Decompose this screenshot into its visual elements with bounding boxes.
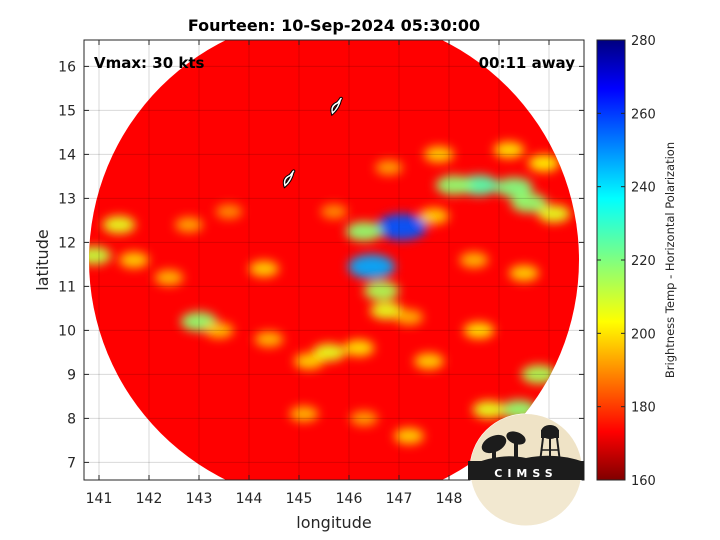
- convection-cell: [350, 410, 378, 426]
- convection-cell: [459, 252, 489, 268]
- x-tick-label: 143: [186, 491, 213, 507]
- convection-cell: [363, 281, 400, 301]
- convection-cell: [414, 353, 444, 370]
- convection-cell: [394, 427, 424, 445]
- convection-cell: [370, 301, 403, 320]
- convection-cell: [375, 160, 403, 176]
- convection-cell: [347, 254, 396, 279]
- convection-cell: [215, 204, 243, 219]
- colorbar-tick-label: 280: [631, 34, 656, 49]
- cimss-logo-text: CIMSS: [494, 467, 557, 480]
- convection-cell: [204, 322, 234, 339]
- colorbar-tick-label: 180: [631, 401, 656, 416]
- convection-cell: [435, 175, 473, 195]
- colorbar-tick-label: 240: [631, 181, 656, 196]
- convection-cell: [294, 353, 324, 370]
- x-tick-label: 144: [236, 491, 263, 507]
- convection-cell: [528, 154, 560, 172]
- convection-cell: [510, 193, 548, 213]
- convection-cell: [463, 322, 495, 339]
- convection-cell: [343, 339, 375, 357]
- colorbar-tick-label: 260: [631, 107, 656, 122]
- convection-cell: [424, 146, 454, 163]
- convection-cell: [175, 217, 203, 233]
- y-tick-label: 11: [58, 279, 76, 295]
- x-axis-label: longitude: [296, 513, 371, 532]
- y-tick-label: 10: [58, 323, 76, 339]
- colorbar-gradient: [597, 40, 625, 480]
- x-tick-label: 141: [86, 491, 113, 507]
- time-away-annotation: 00:11 away: [479, 54, 576, 72]
- convection-cell: [419, 207, 449, 225]
- x-tick-label: 145: [286, 491, 313, 507]
- convection-cell: [119, 251, 149, 269]
- convection-cell: [320, 204, 348, 219]
- convection-cell: [509, 265, 539, 282]
- colorbar-ticks: 160 180 200 220 240 260 280: [597, 34, 656, 489]
- convection-cell: [102, 216, 136, 234]
- convection-cell: [472, 400, 506, 419]
- swath-image: [89, 40, 579, 480]
- chart-title: Fourteen: 10-Sep-2024 05:30:00: [188, 16, 480, 35]
- convection-cell: [89, 246, 112, 265]
- x-tick-label: 146: [336, 491, 363, 507]
- vmax-annotation: Vmax: 30 kts: [94, 54, 204, 72]
- convection-cell: [154, 269, 184, 286]
- convection-cell: [495, 177, 533, 198]
- grid: [84, 40, 584, 480]
- cimss-logo: CIMSS: [468, 413, 584, 527]
- convection-cell: [376, 213, 427, 241]
- x-tick-label: 148: [436, 491, 463, 507]
- x-tick-label: 142: [136, 491, 163, 507]
- x-tick-label: 147: [386, 491, 413, 507]
- y-tick-label: 13: [58, 191, 76, 207]
- y-tick-label: 16: [58, 59, 76, 75]
- convection-cell: [249, 260, 279, 277]
- colorbar-tick-label: 160: [631, 474, 656, 489]
- convection-cell: [493, 141, 525, 159]
- convection-cell: [537, 205, 571, 223]
- island-outline: [330, 96, 343, 117]
- convection-cell: [394, 309, 424, 325]
- y-tick-label: 15: [58, 103, 76, 119]
- y-tick-label: 14: [58, 147, 76, 163]
- y-tick-label: 7: [67, 455, 76, 471]
- y-axis-ticks: 7 8 9 10 11 12 13 14 15 16: [58, 59, 584, 471]
- island-outlines: [282, 96, 343, 189]
- y-tick-label: 8: [67, 411, 76, 427]
- island-outline: [282, 169, 296, 189]
- colorbar: 160 180 200 220 240 260 280 Brightness Temp - …: [596, 34, 677, 489]
- convection-features: [89, 141, 571, 445]
- axes-box: [83, 39, 585, 481]
- colorbar-tick-label: 200: [631, 327, 656, 342]
- convection-cell: [345, 221, 383, 242]
- y-axis-label: latitude: [33, 229, 52, 290]
- colorbar-tick-label: 220: [631, 254, 656, 269]
- convection-cell: [254, 331, 284, 347]
- convection-cell: [521, 365, 557, 384]
- y-tick-label: 9: [67, 367, 76, 383]
- colorbar-label: Brightness Temp - Horizontal Polarizatio…: [663, 142, 677, 378]
- y-tick-label: 12: [58, 235, 76, 251]
- convection-cell: [289, 406, 319, 422]
